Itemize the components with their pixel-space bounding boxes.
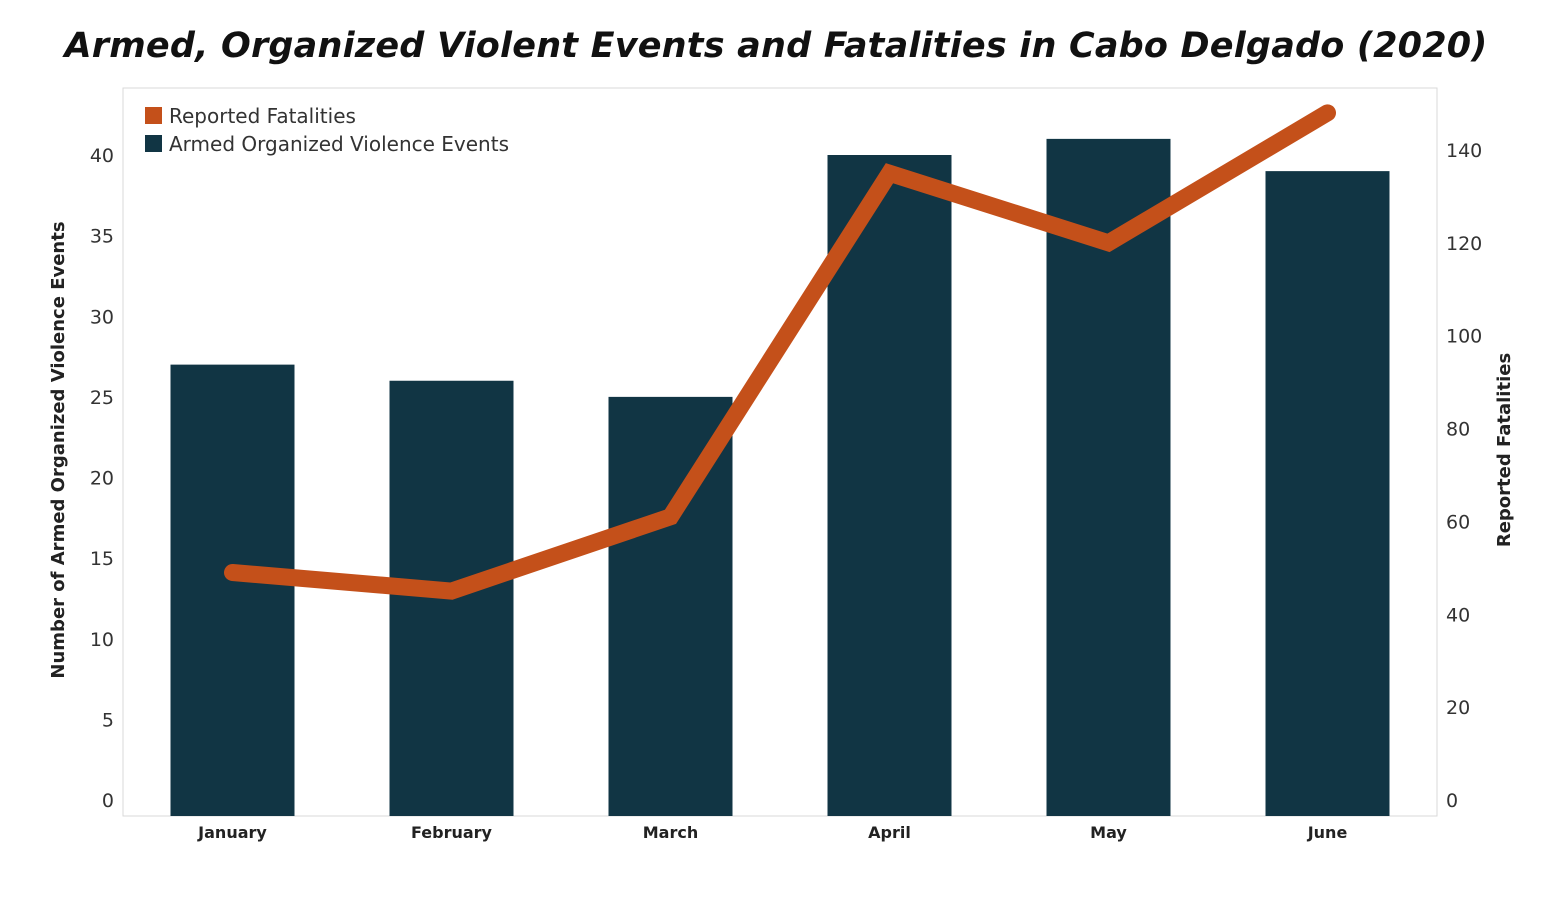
right-tick-label: 80 [1446,419,1470,441]
category-label: February [411,823,493,842]
line-layer [224,104,1336,600]
legend-swatch-events [145,135,162,152]
right-tick-label: 100 [1446,326,1482,348]
left-tick-label: 10 [90,629,114,651]
right-tick-label: 60 [1446,511,1470,533]
left-tick-label: 40 [90,145,114,167]
category-label: March [643,823,698,842]
legend-label-fatalities: Reported Fatalities [169,104,356,128]
right-tick-label: 140 [1446,140,1482,162]
legend: Reported Fatalities Armed Organized Viol… [145,104,509,156]
right-axis-ticks: 0 20 40 60 80 100 120 140 [1446,140,1482,812]
left-tick-label: 20 [90,468,114,490]
left-tick-label: 30 [90,306,114,328]
right-tick-label: 0 [1446,790,1458,812]
right-tick-label: 120 [1446,233,1482,255]
category-labels: January February March April May June [197,823,1347,842]
left-axis-ticks: 0 5 10 15 20 25 30 35 40 [90,145,114,812]
bar-january [170,364,295,816]
category-label: June [1307,823,1348,842]
category-label: May [1090,823,1127,842]
left-axis-title: Number of Armed Organized Violence Event… [48,221,69,678]
right-tick-label: 20 [1446,697,1470,719]
bar-april [827,155,952,816]
legend-label-events: Armed Organized Violence Events [169,132,509,156]
fatalities-line [224,104,1336,600]
legend-swatch-fatalities [145,107,162,124]
category-label: January [197,823,267,842]
bars-layer [170,138,1390,816]
chart-title: Armed, Organized Violent Events and Fata… [64,26,1488,66]
left-tick-label: 25 [90,387,114,409]
left-tick-label: 15 [90,548,114,570]
left-tick-label: 0 [102,790,114,812]
right-tick-label: 40 [1446,604,1470,626]
plot-area-frame [122,87,1438,817]
right-axis-title: Reported Fatalities [1494,353,1515,547]
left-tick-label: 35 [90,226,114,248]
left-tick-label: 5 [102,709,114,731]
bar-june [1265,171,1390,816]
category-label: April [868,823,911,842]
